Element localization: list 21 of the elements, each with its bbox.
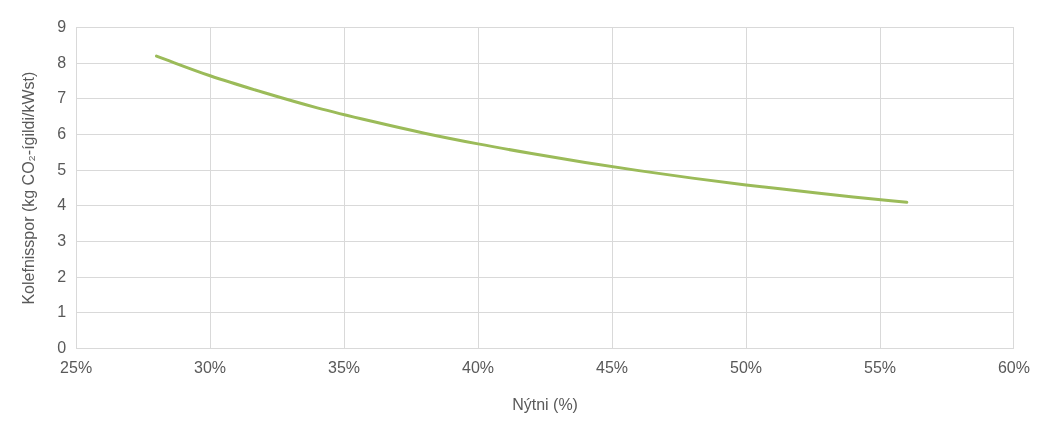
line-series <box>154 54 909 204</box>
y-tick-label: 0 <box>57 339 67 357</box>
x-tick-label: 45% <box>596 358 629 376</box>
y-axis-title: Kolefnisspor (kg CO₂-ígildi/kWst) <box>20 71 38 305</box>
x-tick-label: 55% <box>863 358 897 376</box>
x-axis-title: Nýtni (%) <box>512 395 578 413</box>
x-tick-label: 35% <box>328 358 361 376</box>
y-tick-label: 5 <box>57 160 67 178</box>
y-tick-label: 3 <box>57 232 67 250</box>
x-tick-label: 25% <box>60 358 93 376</box>
y-tick-label: 7 <box>57 89 67 107</box>
y-tick-label: 9 <box>57 18 67 36</box>
y-tick-label: 1 <box>57 303 67 321</box>
x-tick-label: 40% <box>462 358 495 376</box>
y-tick-label: 4 <box>57 196 67 214</box>
y-tick-label: 6 <box>57 125 67 143</box>
x-tick-label: 30% <box>194 358 227 376</box>
x-tick-label: 60% <box>997 358 1030 376</box>
y-tick-label: 2 <box>57 267 67 285</box>
y-tick-label: 8 <box>57 53 67 71</box>
x-tick-label: 50% <box>730 358 763 376</box>
